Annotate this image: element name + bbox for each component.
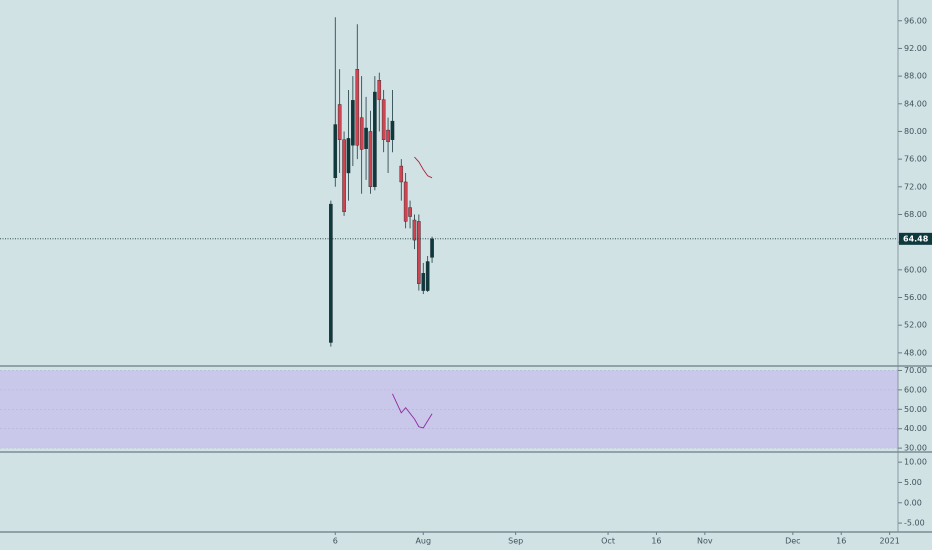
last-price-label: 64.48 xyxy=(903,234,929,243)
y-tick-label: 92.00 xyxy=(904,44,927,53)
y-tick-label: 10.00 xyxy=(904,458,927,467)
x-tick-label: 16 xyxy=(836,537,846,546)
y-tick-label: 88.00 xyxy=(904,72,927,81)
line-series xyxy=(392,393,433,429)
y-tick-label: 48.00 xyxy=(904,348,927,357)
y-tick-label: 5.00 xyxy=(904,478,922,487)
y-tick-label: 40.00 xyxy=(904,424,927,433)
x-tick-label: Dec xyxy=(785,537,800,546)
candle-body xyxy=(412,219,417,241)
candle-body xyxy=(329,203,333,343)
y-tick-label: -5.00 xyxy=(904,519,925,528)
y-tick-label: 80.00 xyxy=(904,127,927,136)
x-tick-label: Nov xyxy=(697,537,713,546)
candle-body xyxy=(368,131,373,188)
y-tick-label: 70.00 xyxy=(904,366,927,375)
y-tick-label: 76.00 xyxy=(904,155,927,164)
candle-body xyxy=(386,129,390,143)
candle-body xyxy=(408,207,412,217)
y-tick-label: 68.00 xyxy=(904,210,927,219)
candle-body xyxy=(333,124,338,179)
candle-body xyxy=(373,91,377,188)
candle-body xyxy=(364,127,368,149)
y-tick-label: 0.00 xyxy=(904,498,922,507)
y-tick-label: 50.00 xyxy=(904,405,927,414)
y-tick-label: 56.00 xyxy=(904,293,927,302)
x-tick-label: 16 xyxy=(651,537,661,546)
candle-body xyxy=(390,120,395,140)
candle-body xyxy=(399,165,404,183)
x-tick-label: Oct xyxy=(601,537,615,546)
candle-body xyxy=(403,181,408,222)
y-tick-label: 30.00 xyxy=(904,444,927,453)
y-tick-label: 52.00 xyxy=(904,321,927,330)
x-tick-label: Aug xyxy=(415,537,431,546)
y-tick-label: 72.00 xyxy=(904,182,927,191)
candle-body xyxy=(346,138,351,174)
moving-average xyxy=(414,156,433,179)
candle-body xyxy=(351,100,355,146)
x-tick-label: 6 xyxy=(333,537,338,546)
last-price-box xyxy=(899,232,932,245)
candle-body xyxy=(355,68,360,146)
candle-body xyxy=(425,261,430,291)
candle-body xyxy=(359,117,364,150)
candle-body xyxy=(430,238,434,258)
x-tick-label: 2021 xyxy=(879,537,899,546)
candle-body xyxy=(421,273,426,291)
y-tick-label: 60.00 xyxy=(904,385,927,394)
y-tick-label: 60.00 xyxy=(904,265,927,274)
x-tick-label: Sep xyxy=(508,537,523,546)
y-tick-label: 84.00 xyxy=(904,99,927,108)
candle-body xyxy=(337,104,342,140)
candle-body xyxy=(342,139,346,212)
candle-body xyxy=(381,99,386,140)
candle-body xyxy=(417,221,421,284)
candle-body xyxy=(377,80,382,100)
y-tick-label: 96.00 xyxy=(904,16,927,25)
